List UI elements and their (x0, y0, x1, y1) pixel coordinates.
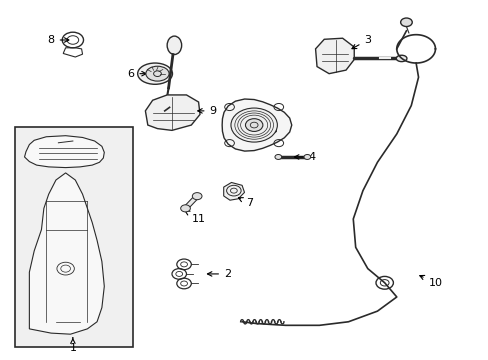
Text: 2: 2 (207, 269, 231, 279)
Polygon shape (145, 95, 200, 130)
Ellipse shape (138, 63, 172, 84)
Text: 1: 1 (69, 338, 76, 354)
Polygon shape (223, 183, 244, 200)
Text: 9: 9 (197, 106, 216, 116)
Circle shape (192, 193, 202, 200)
Polygon shape (222, 99, 291, 151)
Ellipse shape (167, 36, 181, 54)
Circle shape (230, 108, 277, 142)
Ellipse shape (145, 66, 169, 81)
Polygon shape (315, 38, 353, 74)
Text: 6: 6 (127, 69, 146, 79)
Text: 5: 5 (264, 125, 276, 135)
Circle shape (304, 154, 310, 159)
Ellipse shape (395, 55, 406, 62)
Circle shape (400, 18, 411, 27)
Text: 4: 4 (294, 152, 315, 162)
Polygon shape (24, 136, 104, 168)
Polygon shape (29, 173, 104, 334)
Text: 10: 10 (419, 275, 442, 288)
Text: 3: 3 (351, 35, 370, 49)
Circle shape (180, 205, 190, 212)
Text: 7: 7 (238, 198, 252, 208)
Text: 8: 8 (47, 35, 69, 45)
Circle shape (274, 154, 281, 159)
Text: 11: 11 (185, 211, 205, 224)
Bar (15, 127, 133, 347)
Circle shape (245, 119, 263, 131)
